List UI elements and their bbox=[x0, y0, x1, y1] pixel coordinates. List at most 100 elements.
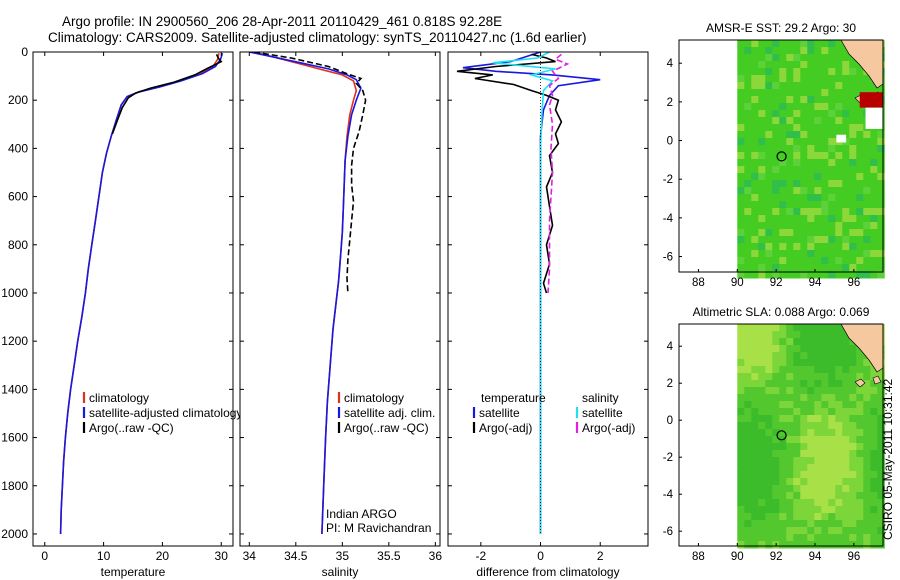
sla-map-cell bbox=[779, 492, 787, 500]
sst-map-cell bbox=[793, 222, 801, 230]
sla-map-cell bbox=[772, 338, 780, 346]
salinity-xtick-label-5: 36 bbox=[429, 549, 443, 563]
sla-map-cell bbox=[772, 331, 780, 339]
sst-map-cell bbox=[870, 145, 878, 153]
sla-map-cell bbox=[751, 457, 759, 465]
sla-map-cell bbox=[807, 429, 815, 437]
sst-map-cell bbox=[793, 215, 801, 223]
sla-map-cell bbox=[786, 352, 794, 360]
sla-map-cell bbox=[772, 429, 780, 437]
sst-map-cell bbox=[814, 82, 822, 90]
sla-map-cell bbox=[800, 534, 808, 542]
sst-map-cell bbox=[814, 180, 822, 188]
sla-map-cell bbox=[814, 359, 822, 367]
sla-map-cell bbox=[807, 534, 815, 542]
sla-map-cell bbox=[758, 394, 766, 402]
sla-map-cell bbox=[772, 534, 780, 542]
sla-map-cell bbox=[828, 408, 836, 416]
sla-map-cell bbox=[751, 380, 759, 388]
sla-map-cell bbox=[744, 450, 752, 458]
sla-map-cell bbox=[800, 380, 808, 388]
sla-map-cell bbox=[856, 443, 864, 451]
sst-map-cell bbox=[807, 187, 815, 195]
sst-map-cell bbox=[856, 159, 864, 167]
plot-area: 0 10 20 30temperature0200400600800100012001… bbox=[1, 21, 885, 579]
footer-timestamp: CSIRO 05-May-2011 10:31:42 bbox=[881, 378, 895, 540]
sla-map-cell bbox=[856, 485, 864, 493]
sst-map-cell bbox=[828, 89, 836, 97]
sst-map-cell bbox=[779, 236, 787, 244]
sst-map-cell bbox=[828, 103, 836, 111]
sla-map-cell bbox=[877, 506, 885, 514]
sst-map-cell bbox=[849, 208, 857, 216]
temperature-frame bbox=[32, 51, 234, 547]
sst-map-cell bbox=[814, 215, 822, 223]
ytick-label-3: 400 bbox=[8, 141, 28, 155]
sst-map-cell bbox=[786, 215, 794, 223]
sst-map-cell bbox=[793, 117, 801, 125]
sst-map-cell bbox=[870, 82, 878, 90]
sla-map-cell bbox=[870, 513, 878, 521]
sst-map-cell bbox=[863, 145, 871, 153]
sla-map-cell bbox=[856, 457, 864, 465]
sst-map-cell bbox=[828, 201, 836, 209]
sla-map-cell bbox=[849, 408, 857, 416]
sla-map-cell bbox=[779, 422, 787, 430]
sla-map-cell bbox=[793, 485, 801, 493]
sst-map-cell bbox=[863, 201, 871, 209]
sst-map-cell bbox=[849, 110, 857, 118]
sla-map-cell bbox=[786, 324, 794, 332]
sst-map-cell bbox=[751, 131, 759, 139]
temperature-xtick-label-3: 20 bbox=[156, 549, 170, 563]
sst-map-cell bbox=[765, 47, 773, 55]
sla-map-cell bbox=[842, 380, 850, 388]
sst-map-cell bbox=[737, 138, 745, 146]
sst-map-cell bbox=[821, 96, 829, 104]
sla-map-cell bbox=[821, 324, 829, 332]
sst-map-cell bbox=[814, 75, 822, 83]
sla-map-cell bbox=[779, 541, 787, 549]
sla-map-cell bbox=[786, 527, 794, 535]
sst-map-cell bbox=[793, 89, 801, 97]
sst-map-cell bbox=[793, 159, 801, 167]
sla-map-cell bbox=[814, 401, 822, 409]
sst-map-cell bbox=[863, 138, 871, 146]
sst-map-cell bbox=[765, 257, 773, 265]
sst-map-cell bbox=[793, 61, 801, 69]
sla-map-cell bbox=[765, 471, 773, 479]
sst-map-cell bbox=[814, 40, 822, 48]
sla-map-cell bbox=[765, 464, 773, 472]
sla-map-cell bbox=[779, 443, 787, 451]
sst-map-cell bbox=[856, 138, 864, 146]
sst-map-cloud-gap-2 bbox=[836, 134, 847, 143]
sst-map-cell bbox=[842, 117, 850, 125]
sla-map-cell bbox=[751, 520, 759, 528]
sst-map-cell bbox=[779, 166, 787, 174]
sst-map-cell bbox=[870, 229, 878, 237]
sla-map-cell bbox=[814, 457, 822, 465]
sla-map-cell bbox=[793, 541, 801, 549]
sla-map-cell bbox=[765, 499, 773, 507]
sla-map-cell bbox=[772, 394, 780, 402]
sst-map-cell bbox=[800, 180, 808, 188]
sla-map-cell bbox=[814, 541, 822, 549]
sla-map-cell bbox=[870, 443, 878, 451]
sla-map-cell bbox=[807, 485, 815, 493]
salinity-legend-label-1: climatology bbox=[344, 391, 404, 405]
sla-map-cell bbox=[737, 485, 745, 493]
sst-map-cell bbox=[779, 243, 787, 251]
sla-map-cell bbox=[779, 373, 787, 381]
sst-map-cell bbox=[765, 96, 773, 104]
sst-map-cell bbox=[821, 194, 829, 202]
sla-map-cell bbox=[877, 527, 885, 535]
sla-map-cell bbox=[758, 485, 766, 493]
sst-map-cell bbox=[835, 271, 843, 279]
sla-map-cell bbox=[877, 366, 885, 374]
sla-map-cell bbox=[856, 513, 864, 521]
sst-map-cell bbox=[842, 236, 850, 244]
sla-map-cell bbox=[849, 513, 857, 521]
sla-map-cell bbox=[863, 394, 871, 402]
sst-map-cell bbox=[828, 110, 836, 118]
sst-map-cell bbox=[828, 215, 836, 223]
sst-map-cell bbox=[814, 54, 822, 62]
